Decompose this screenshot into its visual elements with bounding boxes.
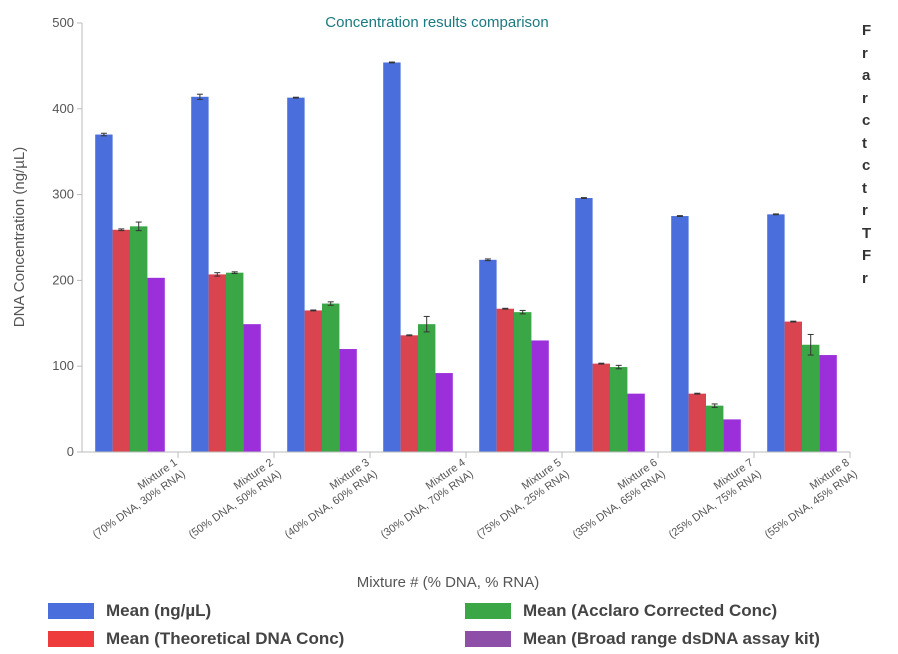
legend-label: Mean (Broad range dsDNA assay kit)	[523, 629, 820, 648]
legend-item-acclaro-corrected: Mean (Acclaro Corrected Conc)	[465, 600, 777, 622]
x-tick-label: Mixture 4(30% DNA, 70% RNA)	[371, 457, 476, 541]
bar	[496, 308, 514, 452]
bars	[95, 61, 837, 453]
legend-swatch	[465, 631, 511, 647]
bar	[627, 393, 645, 452]
bar	[706, 405, 724, 452]
legend-label: Mean (ng/µL)	[106, 601, 212, 620]
x-axis: Mixture 1(70% DNA, 30% RNA) Mixture 2(50%…	[82, 451, 860, 541]
bar	[610, 367, 628, 452]
y-tick-label: 0	[67, 444, 74, 459]
side-caption-line: T	[862, 224, 872, 242]
bar	[767, 214, 785, 452]
side-caption-line: r	[862, 44, 868, 62]
side-caption-line: t	[862, 179, 867, 197]
side-caption-line: t	[862, 134, 867, 152]
side-caption-line: r	[862, 89, 868, 107]
x-tick-label: Mixture 5(75% DNA, 25% RNA)	[467, 457, 572, 541]
bar	[479, 259, 497, 452]
bar	[322, 303, 340, 452]
side-caption-line: c	[862, 112, 871, 129]
bar	[514, 312, 532, 452]
y-axis: 0 100 200 300 400 500	[52, 15, 83, 459]
bar	[147, 277, 165, 452]
side-caption-line: F	[862, 22, 872, 39]
y-tick-label: 100	[52, 358, 74, 373]
bar	[243, 324, 261, 452]
bar	[400, 335, 418, 452]
bar	[802, 344, 820, 452]
bar	[112, 229, 130, 452]
y-axis-label: DNA Concentration (ng/µL)	[11, 147, 28, 327]
x-axis-label: Mixture # (% DNA, % RNA)	[357, 574, 540, 591]
bar	[723, 419, 741, 452]
legend-swatch	[465, 603, 511, 619]
bar	[287, 97, 305, 453]
x-tick-label: Mixture 3(40% DNA, 60% RNA)	[275, 457, 380, 541]
side-caption-line: F	[862, 247, 872, 264]
side-caption-line: a	[862, 67, 871, 84]
bar	[418, 324, 436, 452]
legend-label: Mean (Theoretical DNA Conc)	[106, 629, 345, 648]
bar-chart: Concentration results comparison 0 100 200…	[11, 14, 860, 591]
side-caption-line: c	[862, 157, 871, 174]
y-tick-label: 400	[52, 101, 74, 116]
bar	[575, 198, 593, 452]
bar	[435, 373, 453, 452]
x-tick-label: Mixture 6(35% DNA, 65% RNA)	[563, 457, 668, 541]
legend: Mean (ng/µL) Mean (Acclaro Corrected Con…	[48, 600, 898, 654]
bar	[226, 272, 244, 452]
side-caption-line: r	[862, 269, 868, 287]
legend-swatch	[48, 603, 94, 619]
x-tick-label: Mixture 2(50% DNA, 50% RNA)	[179, 457, 284, 541]
chart-title: Concentration results comparison	[325, 14, 548, 31]
y-tick-label: 300	[52, 187, 74, 202]
bar	[130, 226, 148, 452]
legend-item-theoretical-dna: Mean (Theoretical DNA Conc)	[48, 628, 344, 650]
bar	[688, 393, 706, 452]
bar	[531, 340, 549, 452]
bar	[784, 321, 802, 452]
bar	[304, 310, 322, 452]
legend-item-mean: Mean (ng/µL)	[48, 600, 211, 622]
bar	[208, 274, 226, 452]
bar	[383, 62, 401, 453]
x-tick-label: Mixture 8(55% DNA, 45% RNA)	[755, 457, 860, 541]
x-tick-label: Mixture 1(70% DNA, 30% RNA)	[83, 457, 188, 541]
bar	[819, 355, 837, 452]
bar	[671, 216, 689, 452]
bar	[339, 349, 357, 452]
side-caption-line: r	[862, 202, 868, 219]
bar	[592, 363, 610, 452]
y-tick-label: 500	[52, 15, 74, 30]
legend-item-broad-range: Mean (Broad range dsDNA assay kit)	[465, 628, 820, 650]
legend-label: Mean (Acclaro Corrected Conc)	[523, 601, 778, 620]
x-tick-label: Mixture 7(25% DNA, 75% RNA)	[659, 457, 764, 541]
y-tick-label: 200	[52, 272, 74, 287]
bar	[191, 96, 209, 453]
legend-swatch	[48, 631, 94, 647]
bar	[95, 134, 113, 453]
